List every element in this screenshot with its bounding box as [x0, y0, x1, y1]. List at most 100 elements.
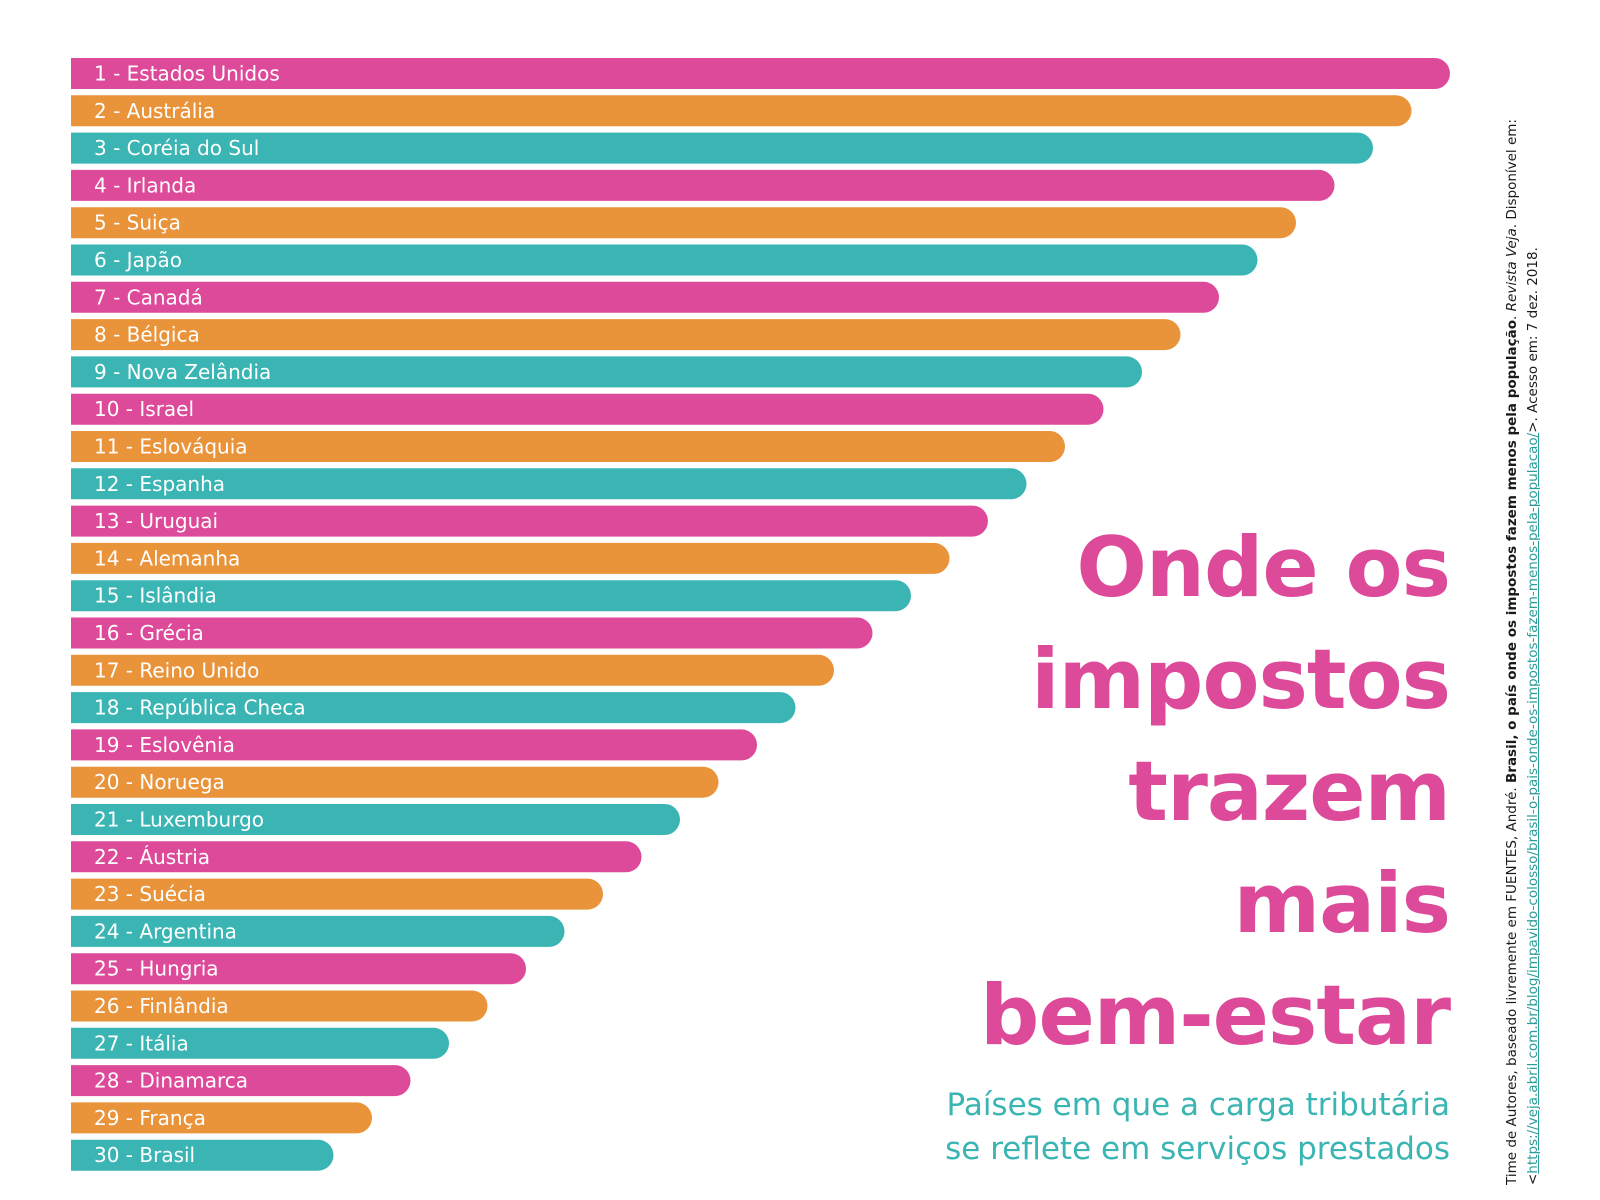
bar-group-27: 27 - Itália — [71, 1027, 449, 1059]
bar-12 — [71, 468, 1027, 500]
bar-label-21: 21 - Luxemburgo — [94, 808, 264, 832]
bar-24 — [71, 915, 565, 947]
bar-group-1: 1 - Estados Unidos — [71, 58, 1450, 89]
bar-label-26: 26 - Finlândia — [94, 994, 229, 1018]
bar-label-13: 13 - Uruguai — [94, 509, 218, 533]
bar-group-12: 12 - Espanha — [71, 468, 1027, 500]
bar-label-19: 19 - Eslovênia — [94, 733, 235, 757]
bar-16 — [71, 617, 873, 649]
bar-label-5: 5 - Suiça — [94, 211, 181, 235]
bar-label-10: 10 - Israel — [94, 397, 194, 421]
bar-label-24: 24 - Argentina — [94, 919, 237, 943]
bar-3 — [71, 132, 1373, 164]
bar-18 — [71, 692, 796, 724]
subtitle-line-1: Países em que a carga tributária — [946, 1087, 1450, 1123]
title-line-3: trazem — [1128, 743, 1451, 840]
bar-group-7: 7 - Canadá — [71, 281, 1219, 313]
bar-11 — [71, 431, 1065, 462]
bar-group-14: 14 - Alemanha — [71, 542, 950, 574]
bar-23 — [71, 878, 603, 910]
bar-label-7: 7 - Canadá — [94, 285, 203, 309]
bar-label-8: 8 - Bélgica — [94, 323, 200, 347]
bar-group-8: 8 - Bélgica — [71, 319, 1181, 351]
bar-label-17: 17 - Reino Unido — [94, 658, 259, 682]
title-line-1: Onde os — [1076, 519, 1451, 616]
bar-group-3: 3 - Coréia do Sul — [71, 132, 1373, 164]
bar-label-1: 1 - Estados Unidos — [94, 62, 280, 86]
bar-group-17: 17 - Reino Unido — [71, 654, 834, 686]
infographic-subtitle: Países em que a carga tributária se refl… — [830, 1083, 1450, 1171]
bar-label-22: 22 - Áustria — [94, 845, 210, 869]
bar-13 — [71, 505, 988, 537]
subtitle-line-2: se reflete em serviços prestados — [945, 1131, 1450, 1167]
bar-2 — [71, 95, 1412, 127]
bar-group-10: 10 - Israel — [71, 393, 1104, 425]
bar-label-20: 20 - Noruega — [94, 770, 225, 794]
credit-source-link[interactable]: https://veja.abril.com.br/blog/impavido-… — [1525, 432, 1541, 1174]
credit-access-date: >. Acesso em: 7 dez. 2018. — [1525, 247, 1541, 433]
bar-group-13: 13 - Uruguai — [71, 505, 988, 537]
credit-text-authors: Time de Autores, baseado livremente em F… — [1504, 783, 1520, 1185]
bar-group-9: 9 - Nova Zelândia — [71, 356, 1142, 388]
bar-label-23: 23 - Suécia — [94, 882, 206, 906]
bar-label-25: 25 - Hungria — [94, 957, 219, 981]
bar-20 — [71, 766, 719, 798]
title-line-5: bem-estar — [980, 967, 1451, 1064]
bar-label-11: 11 - Eslováquia — [94, 435, 248, 459]
bar-30 — [71, 1139, 334, 1171]
bar-label-14: 14 - Alemanha — [94, 546, 240, 570]
bar-label-27: 27 - Itália — [94, 1031, 189, 1055]
bar-22 — [71, 841, 642, 873]
bar-17 — [71, 654, 834, 686]
bar-group-15: 15 - Islândia — [71, 580, 911, 612]
bar-group-26: 26 - Finlândia — [71, 990, 488, 1022]
bar-8 — [71, 319, 1181, 351]
infographic-title: Onde os impostos trazem mais bem-estar — [850, 512, 1451, 1072]
title-line-4: mais — [1233, 855, 1451, 952]
bar-6 — [71, 244, 1258, 276]
bar-26 — [71, 990, 488, 1022]
bar-group-6: 6 - Japão — [71, 244, 1258, 276]
bar-label-15: 15 - Islândia — [94, 584, 217, 608]
bar-27 — [71, 1027, 449, 1059]
bar-group-11: 11 - Eslováquia — [71, 431, 1065, 462]
bar-label-18: 18 - República Checa — [94, 696, 306, 720]
bar-label-3: 3 - Coréia do Sul — [94, 136, 259, 160]
bar-group-25: 25 - Hungria — [71, 953, 526, 985]
bar-9 — [71, 356, 1142, 388]
bar-25 — [71, 953, 526, 985]
bar-label-30: 30 - Brasil — [94, 1143, 195, 1167]
source-credit: Time de Autores, baseado livremente em F… — [1502, 75, 1544, 1185]
bar-4 — [71, 169, 1335, 201]
bar-group-4: 4 - Irlanda — [71, 169, 1335, 201]
bar-group-2: 2 - Austrália — [71, 95, 1412, 127]
bar-label-4: 4 - Irlanda — [94, 173, 196, 197]
bar-group-24: 24 - Argentina — [71, 915, 565, 947]
bar-1 — [71, 58, 1450, 89]
bar-group-22: 22 - Áustria — [71, 841, 642, 873]
bar-label-29: 29 - França — [94, 1106, 206, 1130]
credit-separator: . — [1504, 311, 1520, 320]
bar-group-28: 28 - Dinamarca — [71, 1065, 411, 1097]
bar-group-30: 30 - Brasil — [71, 1139, 334, 1171]
bar-15 — [71, 580, 911, 612]
bar-5 — [71, 207, 1296, 239]
bar-label-2: 2 - Austrália — [94, 99, 215, 123]
bar-14 — [71, 542, 950, 574]
title-line-2: impostos — [1031, 631, 1451, 728]
bar-group-16: 16 - Grécia — [71, 617, 873, 649]
bar-group-21: 21 - Luxemburgo — [71, 804, 680, 835]
bar-group-19: 19 - Eslovênia — [71, 729, 757, 761]
bar-29 — [71, 1102, 372, 1134]
bar-label-16: 16 - Grécia — [94, 621, 204, 645]
bar-label-9: 9 - Nova Zelândia — [94, 360, 271, 384]
bar-group-23: 23 - Suécia — [71, 878, 603, 910]
bar-label-6: 6 - Japão — [94, 248, 182, 272]
bar-label-28: 28 - Dinamarca — [94, 1069, 248, 1093]
bar-28 — [71, 1065, 411, 1097]
bar-19 — [71, 729, 757, 761]
bar-21 — [71, 804, 680, 835]
bar-group-29: 29 - França — [71, 1102, 372, 1134]
bar-10 — [71, 393, 1104, 425]
